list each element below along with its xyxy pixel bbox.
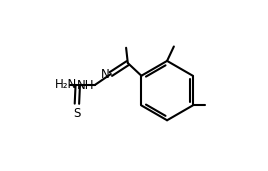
Text: S: S bbox=[73, 107, 81, 120]
Text: H₂N: H₂N bbox=[55, 78, 77, 91]
Text: NH: NH bbox=[76, 79, 94, 92]
Text: N: N bbox=[101, 68, 110, 81]
